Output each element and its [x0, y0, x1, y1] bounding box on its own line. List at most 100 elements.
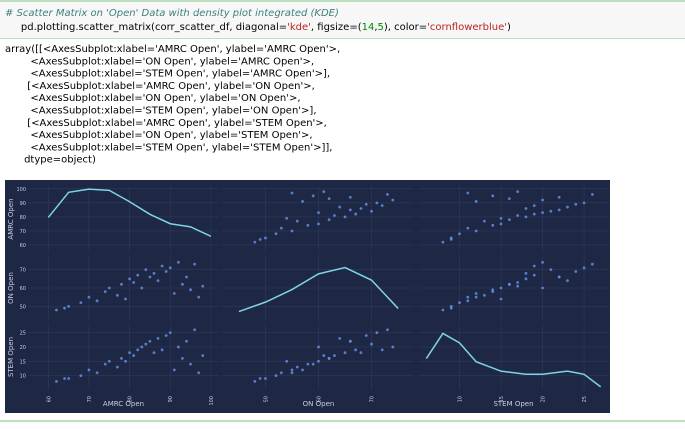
kde-curve [47, 188, 212, 237]
x-tick-label: 60 [46, 396, 52, 402]
scatter-point [103, 290, 107, 294]
kde-curve [425, 332, 602, 388]
scatter-point [306, 223, 310, 227]
scatter-point [311, 194, 315, 198]
scatter-point [474, 200, 478, 203]
scatter-point [370, 209, 373, 213]
x-tick-label: 15 [499, 396, 505, 402]
scatter-point [375, 201, 379, 205]
scatter-point [317, 345, 320, 349]
scatter-point [55, 308, 58, 312]
scatter-point [458, 301, 461, 305]
scatter-point [107, 359, 111, 363]
y-tick-label: 70 [20, 268, 26, 274]
scatter-point [354, 212, 358, 216]
scatter-point [507, 218, 511, 222]
code: ), color= [384, 22, 427, 33]
scatter-point [317, 222, 320, 226]
scatter-point [148, 339, 152, 343]
scatter-point [189, 362, 192, 366]
scatter-point [590, 193, 594, 196]
scatter-point [295, 219, 299, 223]
output-line: <AxesSubplot:xlabel='ON Open', ylabel='S… [5, 130, 313, 141]
scatter-point [499, 286, 503, 290]
scatter-point [364, 202, 368, 206]
y-tick-label: 50 [20, 304, 26, 310]
scatter-point [532, 273, 536, 277]
code-number: 5 [378, 22, 384, 33]
scatter-point [124, 297, 127, 301]
scatter-point [258, 377, 262, 380]
scatter-point [370, 342, 373, 346]
output-line: <AxesSubplot:xlabel='STEM Open', ylabel=… [5, 69, 330, 80]
scatter-point [359, 207, 363, 210]
scatter-point [338, 336, 342, 340]
scatter-point [140, 345, 144, 349]
scatter-point [466, 299, 470, 303]
output-line: [<AxesSubplot:xlabel='AMRC Open', ylabel… [5, 81, 315, 92]
scatter-point [458, 232, 461, 236]
scatter-point [185, 339, 188, 343]
code-cell[interactable] [0, 2, 685, 38]
scatter-point [491, 223, 495, 227]
scatter-point [574, 270, 578, 273]
scatter-point [279, 226, 283, 230]
scatter-point [189, 288, 192, 292]
scatter-point [95, 371, 99, 375]
scatter-point [343, 215, 347, 219]
scatter-point [172, 292, 176, 295]
scatter-point [193, 262, 197, 266]
output-line: array([[<AxesSubplot:xlabel='AMRC Open',… [5, 44, 340, 55]
output-line: <AxesSubplot:xlabel='ON Open', ylabel='O… [5, 93, 301, 104]
scatter-point [582, 201, 586, 205]
scatter-point [181, 282, 184, 286]
scatter-point [557, 208, 561, 212]
scatter-point [87, 368, 91, 372]
x-tick-label: 90 [168, 396, 174, 402]
scatter-point [55, 379, 58, 383]
scatter-point [136, 348, 140, 352]
scatter-point [516, 190, 520, 194]
scatter-point [160, 264, 164, 268]
scatter-point [474, 229, 478, 233]
scatter-point [124, 359, 127, 363]
scatter-point [116, 293, 119, 297]
scatter-point [322, 190, 326, 194]
y-tick-label: 25 [20, 331, 26, 337]
x-tick-label: 20 [541, 396, 547, 402]
scatter-point [67, 304, 71, 308]
scatter-point [391, 198, 395, 202]
scatter-point [168, 266, 172, 270]
scatter-point [524, 277, 528, 281]
scatter-point [354, 348, 358, 352]
scatter-point [491, 288, 495, 292]
y-tick-label: 70 [20, 229, 26, 235]
scatter-point [343, 351, 347, 355]
scatter-point [466, 191, 470, 195]
scatter-point [107, 286, 111, 290]
scatter-point [386, 328, 389, 332]
scatter-point [290, 229, 294, 233]
scatter-point [380, 348, 384, 352]
scatter-point [87, 295, 91, 299]
code: ) [507, 22, 511, 33]
scatter-point [499, 222, 503, 226]
scatter-point [132, 281, 136, 284]
x-tick-label: 70 [370, 396, 376, 402]
scatter-point [185, 275, 188, 279]
scatter-point [327, 197, 331, 201]
scatter-point [156, 336, 160, 340]
scatter-point [156, 279, 160, 283]
output-line: <AxesSubplot:xlabel='STEM Open', ylabel=… [5, 142, 332, 153]
scatter-point [201, 284, 205, 288]
scatter-point [285, 216, 289, 220]
scatter-point [79, 374, 83, 378]
scatter-point [590, 262, 594, 266]
scatter-point [549, 209, 553, 213]
scatter-point [348, 208, 352, 212]
output-line: [<AxesSubplot:xlabel='AMRC Open', ylabel… [5, 118, 327, 129]
scatter-point [301, 200, 304, 203]
